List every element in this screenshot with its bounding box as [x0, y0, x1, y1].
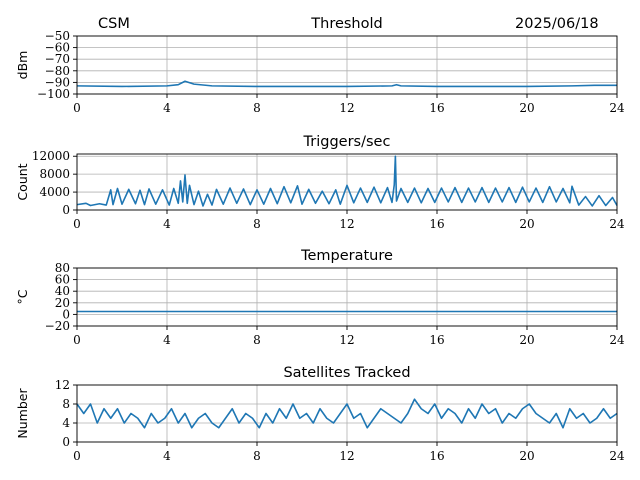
triggers-xtick-label: 0	[73, 217, 81, 231]
temperature-xtick-label: 12	[339, 333, 354, 347]
threshold-xtick-label: 0	[73, 101, 81, 115]
satellites-panel: 0 4 8 12 16 20 24 0 4 8 12 Satellites Tracked Number	[15, 365, 625, 463]
temperature-xtick-label: 0	[73, 333, 81, 347]
station-label: CSM	[98, 16, 130, 32]
threshold-xtick-label: 24	[609, 101, 625, 115]
panels: 0 4 8 12 16 20 24 −100−90−80−70−60−50 Threshold d…	[15, 16, 625, 463]
triggers-ytick-label: 12000	[32, 149, 70, 163]
satellites-ytick-label: 12	[55, 378, 70, 392]
threshold-xtick-label: 8	[253, 101, 261, 115]
threshold-series-line	[76, 80, 617, 88]
threshold-ytick-label: −60	[45, 41, 70, 55]
triggers-xtick-label: 16	[429, 217, 444, 231]
triggers-series-line	[76, 155, 618, 207]
satellites-ytick-label: 8	[62, 397, 70, 411]
temperature-ytick-label: 20	[55, 296, 70, 310]
satellites-xtick-label: 20	[519, 449, 534, 463]
temperature-ylabel: °C	[15, 289, 30, 304]
temperature-xtick-label: 16	[429, 333, 444, 347]
threshold-title: Threshold	[310, 16, 382, 32]
satellites-xtick-label: 4	[163, 449, 171, 463]
threshold-ytick-label: −70	[45, 52, 70, 66]
triggers-title: Triggers/sec	[303, 134, 391, 150]
satellites-series-line	[76, 398, 618, 429]
triggers-ytick-label: 4000	[39, 185, 70, 199]
threshold-ytick-label: −100	[37, 87, 70, 101]
threshold-xtick-label: 16	[429, 101, 444, 115]
triggers-xtick-label: 12	[339, 217, 354, 231]
satellites-xtick-label: 24	[609, 449, 625, 463]
triggers-xtick-label: 20	[519, 217, 534, 231]
triggers-xtick-label: 4	[163, 217, 171, 231]
temperature-title: Temperature	[300, 248, 393, 264]
temperature-ytick-label: 60	[55, 273, 70, 287]
satellites-xtick-label: 0	[73, 449, 81, 463]
threshold-panel: 0 4 8 12 16 20 24 −100−90−80−70−60−50 Threshold d…	[15, 16, 625, 115]
threshold-ytick-label: −80	[45, 64, 70, 78]
threshold-xtick-label: 20	[519, 101, 534, 115]
triggers-xtick-label: 8	[253, 217, 261, 231]
satellites-ytick-label: 0	[62, 435, 70, 449]
threshold-xtick-label: 4	[163, 101, 171, 115]
date-label: 2025/06/18	[515, 16, 599, 32]
temperature-ytick-label: 0	[62, 307, 70, 321]
satellites-xtick-label: 8	[253, 449, 261, 463]
triggers-ytick-label: 8000	[39, 167, 70, 181]
temperature-ytick-label: 80	[55, 261, 70, 275]
temperature-ytick-label: 40	[55, 284, 70, 298]
triggers-ylabel: Count	[15, 163, 30, 200]
threshold-ytick-label: −90	[45, 75, 70, 89]
triggers-ytick-label: 0	[62, 203, 70, 217]
threshold-xtick-label: 12	[339, 101, 354, 115]
temperature-xtick-label: 8	[253, 333, 261, 347]
temperature-xtick-label: 4	[163, 333, 171, 347]
satellites-title: Satellites Tracked	[283, 365, 410, 381]
satellites-ylabel: Number	[15, 388, 30, 439]
threshold-ytick-label: −50	[45, 29, 70, 43]
satellites-xtick-label: 16	[429, 449, 444, 463]
triggers-xtick-label: 24	[609, 217, 625, 231]
satellites-ytick-label: 4	[62, 416, 70, 430]
temperature-ytick-label: −20	[45, 319, 70, 333]
temperature-xtick-label: 20	[519, 333, 534, 347]
satellites-xtick-label: 12	[339, 449, 354, 463]
triggers-panel: 0 4 8 12 16 20 24 0 4000 8000 12000 Triggers/sec Cou…	[15, 134, 625, 231]
threshold-ylabel: dBm	[15, 51, 30, 80]
temperature-xtick-label: 24	[609, 333, 625, 347]
